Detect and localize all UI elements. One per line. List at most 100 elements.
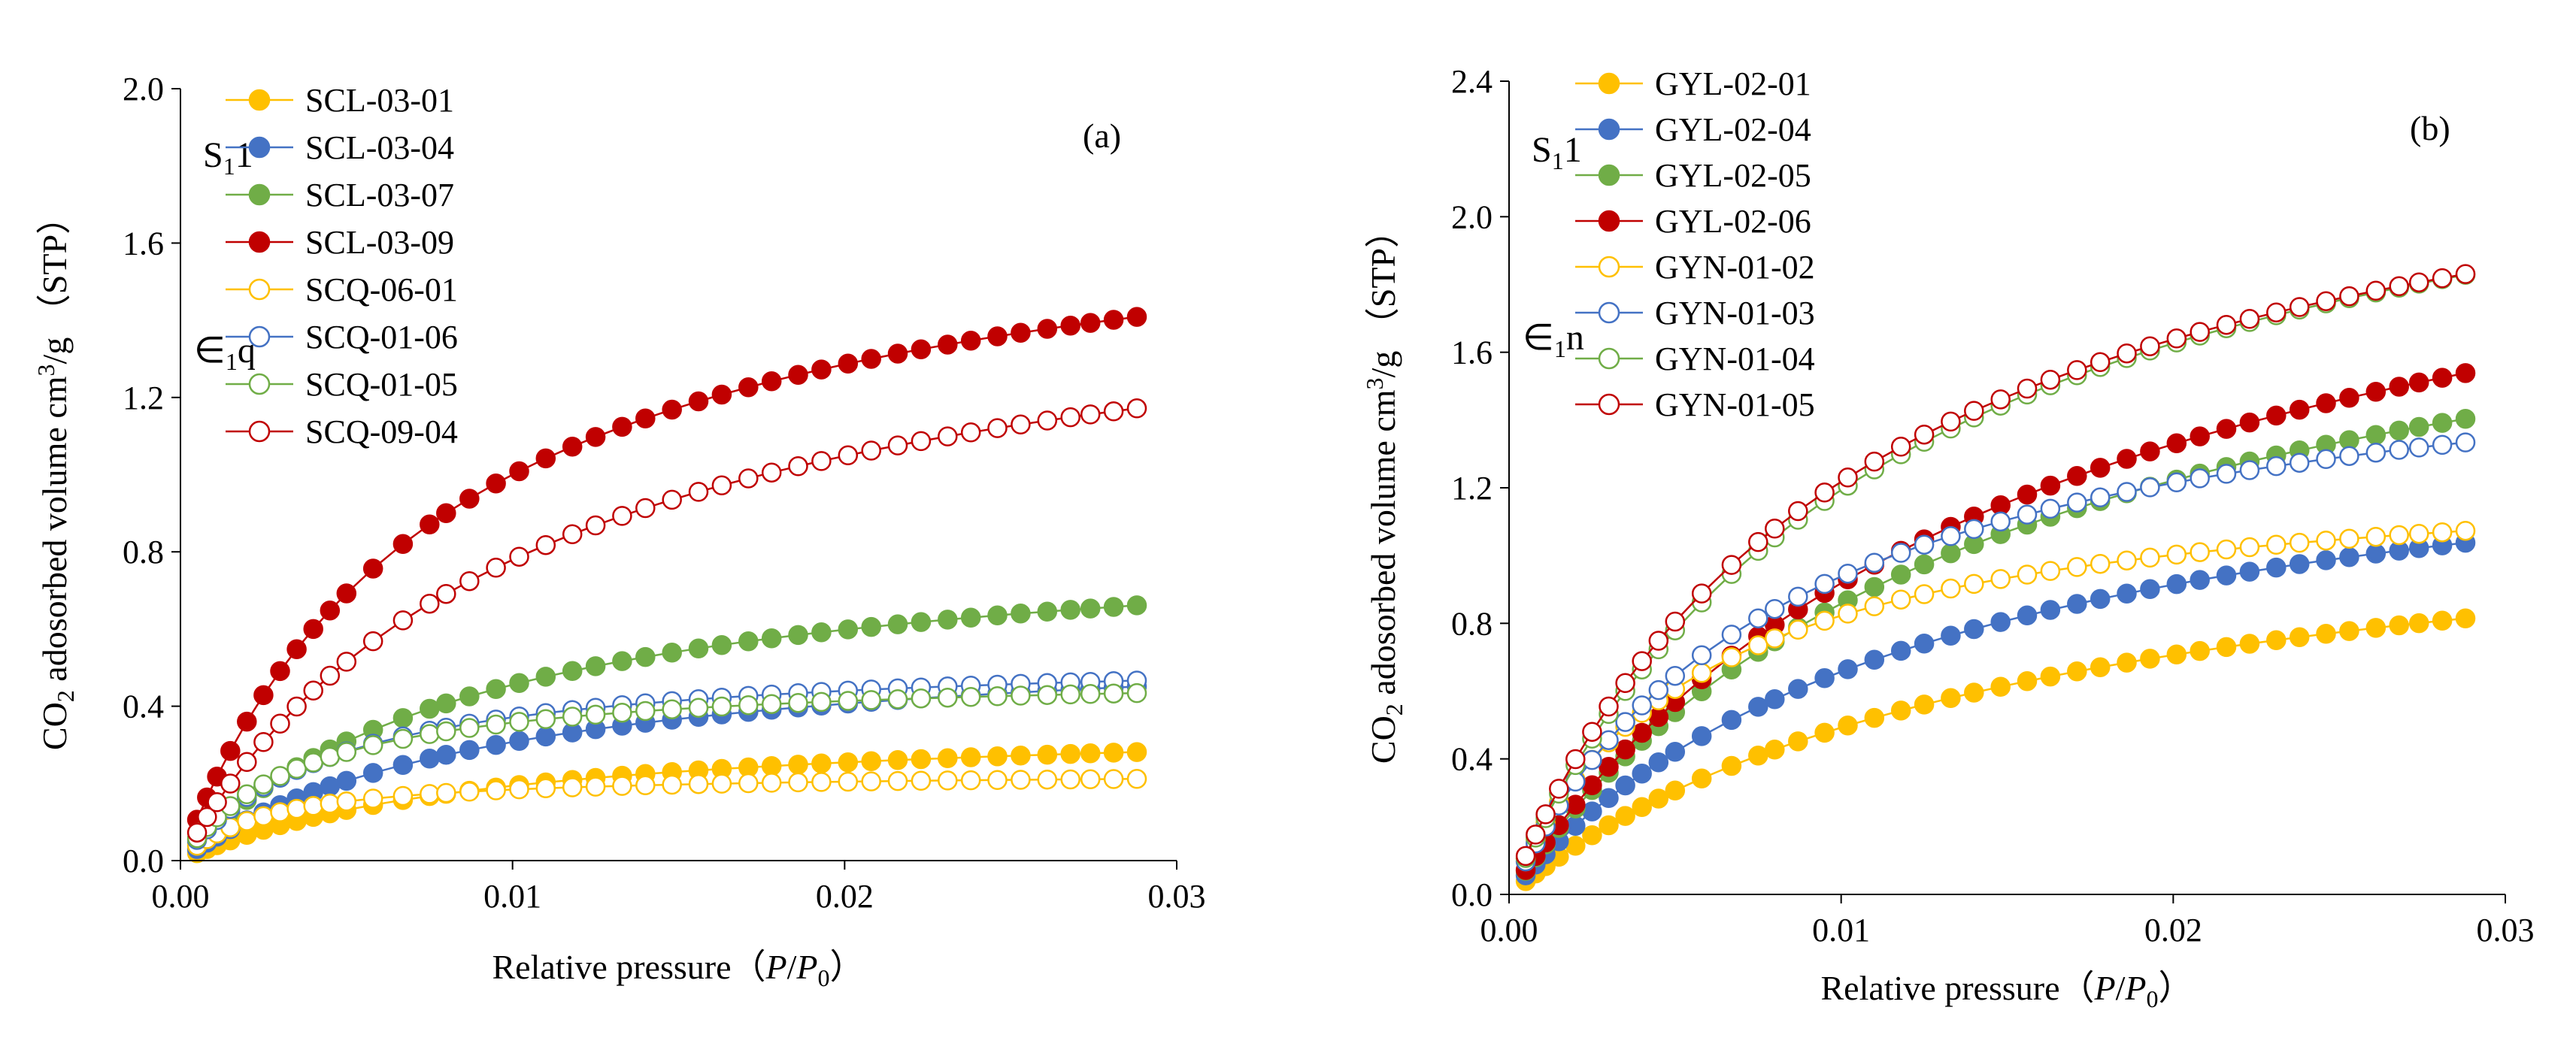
data-point <box>2239 537 2260 558</box>
data-point <box>1788 619 1808 640</box>
data-point <box>2090 657 2111 677</box>
data-point <box>911 431 932 452</box>
data-point <box>861 616 881 637</box>
data-point <box>562 661 583 681</box>
x-tick-label: 0.02 <box>816 878 874 915</box>
data-point <box>2408 372 2429 393</box>
chart-panel-a: 0.00 0.01 0.02 0.03 0.0 0.4 0.8 1.2 1.6 2.0 Relat… <box>32 71 1206 991</box>
data-point <box>535 709 556 730</box>
data-point <box>1515 846 1536 867</box>
data-point <box>2455 520 2476 541</box>
data-point <box>1788 586 1808 607</box>
data-point <box>960 770 981 791</box>
data-point <box>2017 378 2038 399</box>
data-point <box>336 583 357 604</box>
data-point <box>270 661 290 682</box>
data-point <box>1748 635 1768 655</box>
data-point <box>1838 604 1858 624</box>
data-point <box>509 461 529 482</box>
data-point <box>1914 424 1935 445</box>
legend-item: GYN-01-03 <box>1575 295 1815 331</box>
data-point <box>2117 343 2137 364</box>
data-point <box>2117 652 2137 673</box>
legend-item: GYL-02-06 <box>1575 203 1811 240</box>
data-point <box>2117 449 2137 469</box>
data-point <box>1941 411 1961 432</box>
data-point <box>1037 685 1058 705</box>
data-point <box>1632 722 1652 743</box>
data-point <box>1565 835 1586 856</box>
data-point <box>392 755 414 776</box>
legend-item: SCL-03-01 <box>226 82 454 119</box>
series-SCL-03-09 <box>186 307 1147 830</box>
data-point <box>2455 432 2476 452</box>
data-point <box>1582 749 1602 770</box>
data-point <box>486 679 506 699</box>
data-point <box>811 691 832 713</box>
data-point <box>585 515 606 536</box>
data-point <box>1080 743 1101 764</box>
data-point <box>2190 640 2210 661</box>
legend-b: GYL-02-01 GYL-02-04 GYL-02-05 GYL-02-06 GYN-… <box>1575 65 1815 423</box>
data-point <box>738 468 759 489</box>
data-point <box>392 785 414 806</box>
y-tick-label: 1.6 <box>123 225 164 262</box>
data-point <box>1037 744 1058 765</box>
data-point <box>303 752 323 773</box>
data-point <box>711 696 732 717</box>
data-point <box>887 435 908 455</box>
data-point <box>2216 539 2237 560</box>
data-point <box>2266 302 2287 322</box>
data-point <box>1814 722 1835 743</box>
data-point <box>2408 523 2429 544</box>
data-point <box>392 708 414 728</box>
data-point <box>1565 794 1586 815</box>
data-point <box>1990 495 2011 516</box>
data-point <box>2455 409 2476 429</box>
y-axis-label-a: CO2 adosorbed volume cm3/g （STP） <box>32 200 79 750</box>
legend-marker <box>1598 256 1620 278</box>
data-point <box>535 534 556 555</box>
data-point <box>2090 458 2111 478</box>
data-point <box>2040 369 2061 390</box>
legend-item: SCL-03-04 <box>226 129 454 166</box>
data-point <box>1838 468 1858 488</box>
y-axis-label-b: CO2 adosorbed volume cm3/g （STP） <box>1361 213 1408 764</box>
data-point <box>509 731 529 751</box>
data-point <box>2216 565 2237 586</box>
data-point <box>1890 701 1911 721</box>
data-point <box>1748 746 1768 766</box>
data-point <box>1665 780 1686 801</box>
data-point <box>362 763 383 783</box>
data-point <box>459 570 480 592</box>
data-point <box>1964 619 1984 640</box>
data-point <box>1691 583 1712 604</box>
data-point <box>2365 543 2387 564</box>
legend-marker <box>248 136 271 159</box>
data-point <box>911 339 932 359</box>
data-point <box>1599 696 1619 717</box>
data-point <box>2455 363 2476 383</box>
data-point <box>788 692 808 713</box>
data-point <box>320 746 341 767</box>
data-point <box>838 619 859 640</box>
data-point <box>486 780 506 800</box>
data-point <box>1890 564 1911 585</box>
data-point <box>887 343 908 364</box>
data-point <box>2166 328 2187 349</box>
data-point <box>761 773 782 793</box>
data-point <box>1691 663 1712 683</box>
data-point <box>2408 437 2429 458</box>
data-point <box>562 707 583 727</box>
data-point <box>562 436 583 457</box>
data-point <box>1941 625 1961 646</box>
data-point <box>1838 716 1858 736</box>
data-point <box>688 638 709 658</box>
data-point <box>761 755 782 776</box>
data-point <box>2316 530 2336 551</box>
data-point <box>1838 563 1858 584</box>
data-point <box>1721 755 1742 776</box>
data-point <box>2166 573 2187 595</box>
data-point <box>1080 598 1101 619</box>
data-point <box>1103 743 1124 763</box>
